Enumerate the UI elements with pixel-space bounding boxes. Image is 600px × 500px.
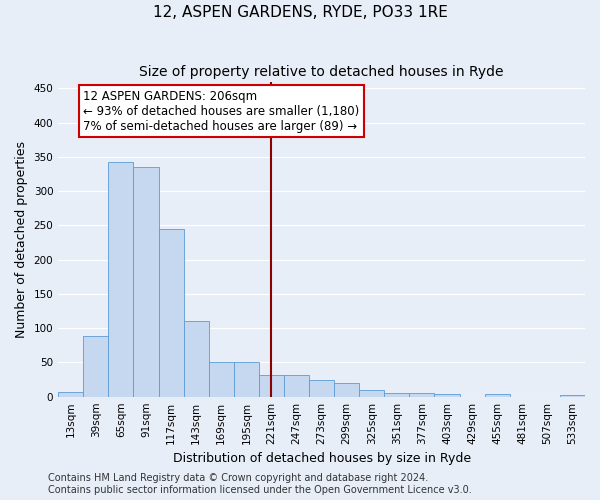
Bar xyxy=(485,394,510,396)
X-axis label: Distribution of detached houses by size in Ryde: Distribution of detached houses by size … xyxy=(173,452,470,465)
Bar xyxy=(434,394,460,396)
Bar xyxy=(234,362,259,396)
Title: Size of property relative to detached houses in Ryde: Size of property relative to detached ho… xyxy=(139,65,504,79)
Y-axis label: Number of detached properties: Number of detached properties xyxy=(15,140,28,338)
Bar xyxy=(409,394,434,396)
Bar xyxy=(309,380,334,396)
Text: Contains HM Land Registry data © Crown copyright and database right 2024.
Contai: Contains HM Land Registry data © Crown c… xyxy=(48,474,472,495)
Bar xyxy=(184,322,209,396)
Bar xyxy=(259,375,284,396)
Bar xyxy=(109,162,133,396)
Text: 12 ASPEN GARDENS: 206sqm
← 93% of detached houses are smaller (1,180)
7% of semi: 12 ASPEN GARDENS: 206sqm ← 93% of detach… xyxy=(83,90,359,133)
Bar xyxy=(385,394,409,396)
Bar xyxy=(58,392,83,396)
Bar xyxy=(83,336,109,396)
Bar xyxy=(284,375,309,396)
Bar xyxy=(133,167,158,396)
Bar xyxy=(359,390,385,396)
Bar xyxy=(158,229,184,396)
Bar xyxy=(560,394,585,396)
Text: 12, ASPEN GARDENS, RYDE, PO33 1RE: 12, ASPEN GARDENS, RYDE, PO33 1RE xyxy=(152,5,448,20)
Bar xyxy=(209,362,234,396)
Bar xyxy=(334,383,359,396)
